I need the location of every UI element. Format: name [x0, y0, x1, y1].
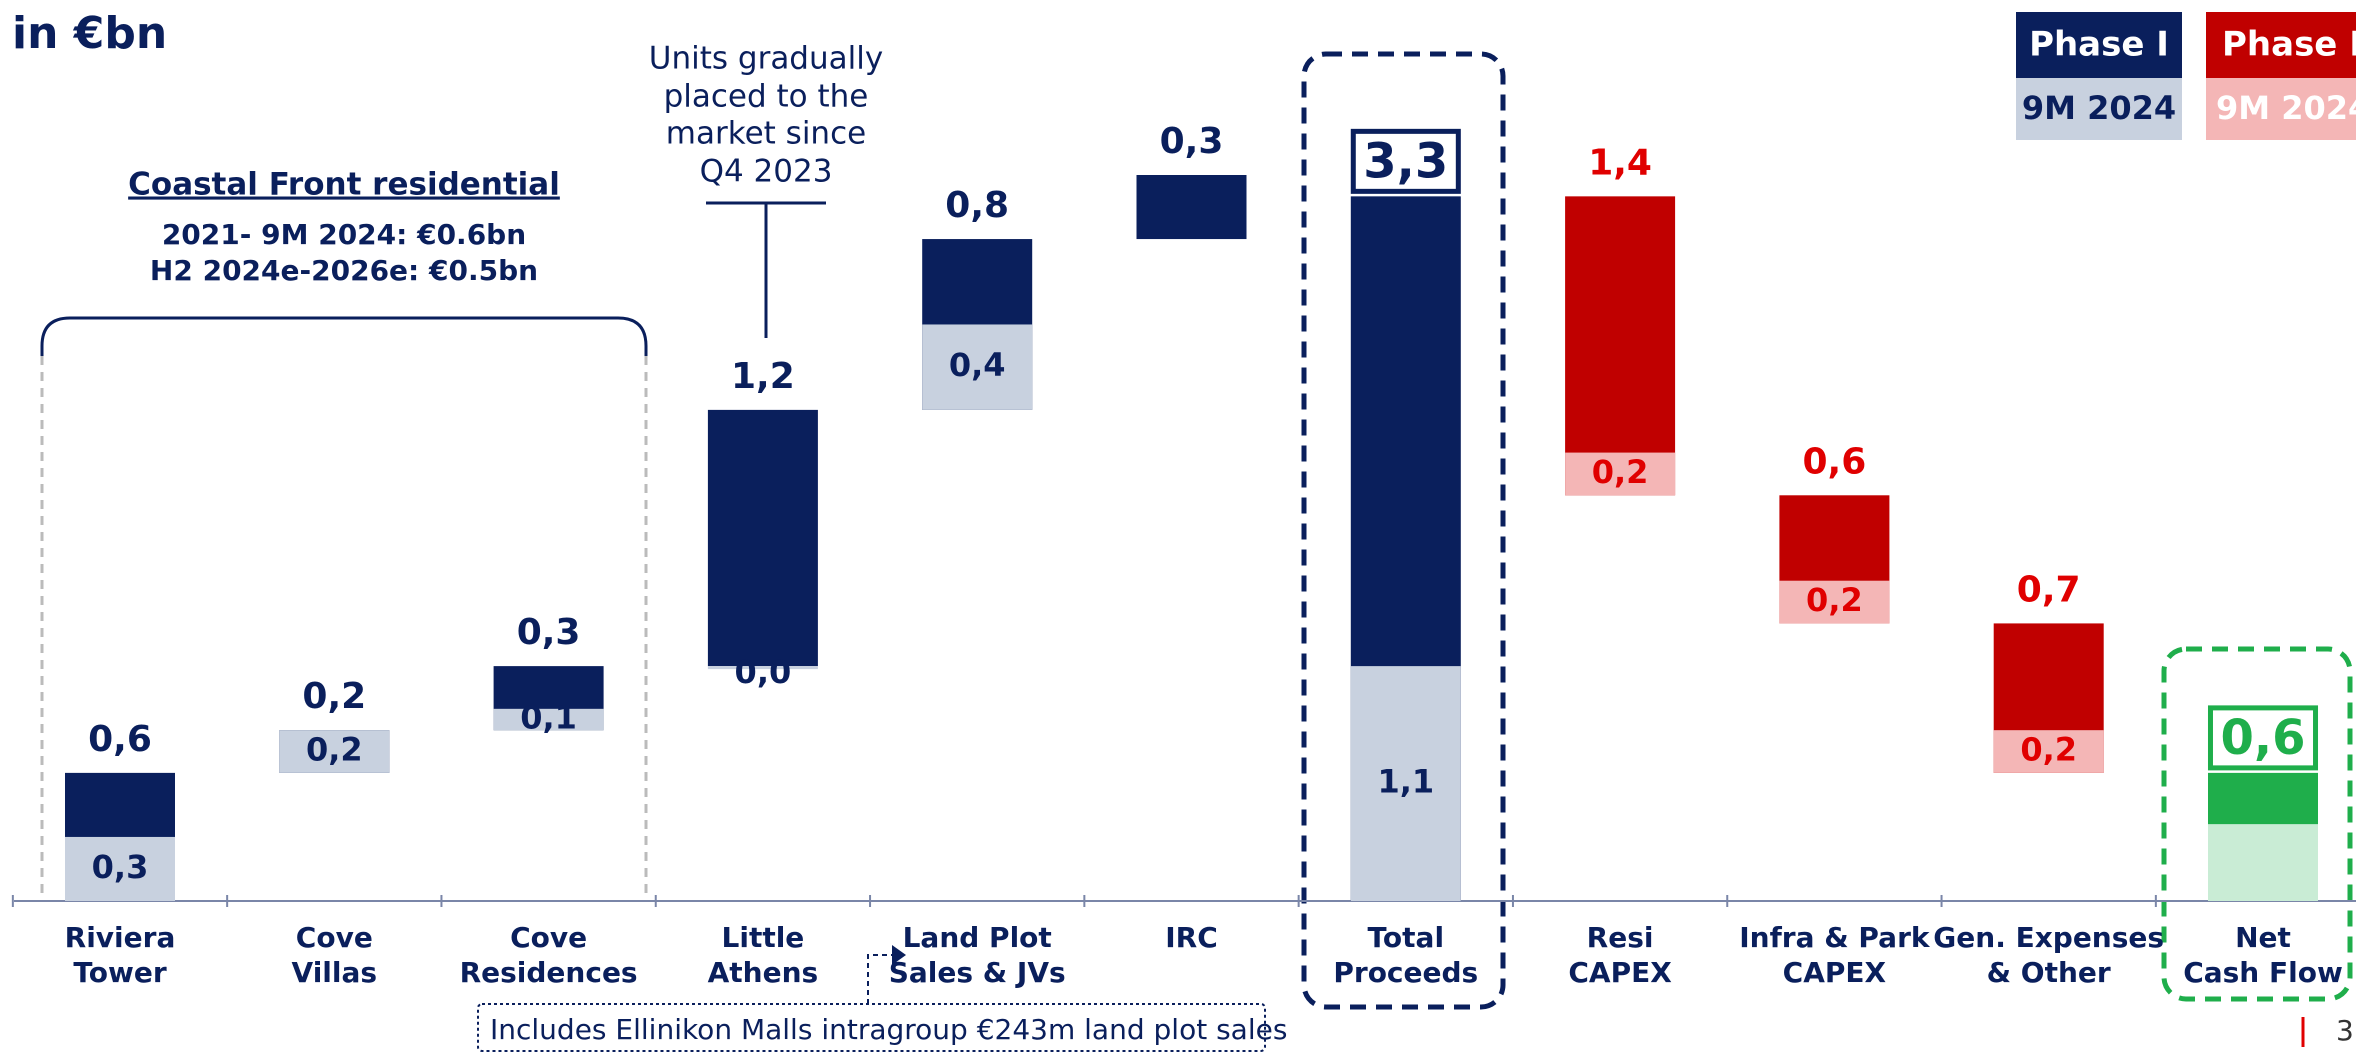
- value-label: 0,6: [2220, 710, 2305, 766]
- bracket: [40, 316, 648, 356]
- footnote: Includes Ellinikon Malls intragroup €243…: [490, 1013, 1287, 1046]
- x-tick-label: Gen. Expenses: [1933, 921, 2164, 954]
- x-tick-label: Land Plot: [903, 921, 1052, 954]
- value-label: 0,6: [1803, 441, 1867, 482]
- value-label: 0,6: [88, 719, 152, 760]
- value-label: 0,2: [1592, 453, 1649, 491]
- highlight-box: [2161, 646, 2353, 1002]
- bar-segment: [1993, 730, 2104, 773]
- x-tick-label: Sales & JVs: [889, 956, 1066, 989]
- value-label: 3,3: [1363, 133, 1448, 189]
- bar: [1136, 175, 1247, 240]
- legend-swatch: [2016, 12, 2182, 78]
- value-label: 0,4: [949, 346, 1006, 384]
- x-tick-label: Residences: [460, 956, 638, 989]
- chart-title: in €bn: [12, 8, 167, 59]
- x-tick-label: Little: [722, 921, 805, 954]
- value-label: 0,3: [517, 612, 581, 653]
- legend-label: 9M 2024: [2022, 89, 2176, 127]
- label-box: [1350, 128, 1461, 194]
- x-tick-label: Infra & Park: [1739, 921, 1931, 954]
- annotation: H2 2024e-2026e: €0.5bn: [150, 254, 538, 287]
- x-tick-label: Net: [2235, 921, 2291, 954]
- annotation-title: Coastal Front residential: [128, 167, 560, 203]
- bar-segment: [65, 836, 175, 901]
- x-tick-label: Total: [1368, 921, 1445, 954]
- footnote-arrow: [867, 954, 892, 1004]
- value-label: 0,7: [2017, 569, 2081, 610]
- bar-segment: [707, 666, 818, 670]
- x-tick-label: Cove: [510, 921, 587, 954]
- x-tick-label: Tower: [73, 956, 166, 989]
- value-label: 1,4: [1588, 142, 1652, 183]
- bar: [1565, 196, 1676, 496]
- legend-swatch: [2206, 78, 2356, 140]
- bar-segment: [2208, 824, 2318, 901]
- value-label: 0,3: [92, 848, 149, 886]
- value-label: 0,8: [945, 185, 1009, 226]
- annotation: Units gradually: [649, 41, 883, 77]
- bar-segment: [1350, 666, 1461, 901]
- x-tick-label: Cove: [296, 921, 373, 954]
- legend-swatch: [2206, 12, 2356, 78]
- value-label: 0,2: [306, 731, 363, 769]
- value-label: 1,2: [731, 356, 795, 397]
- legend-label: Phase I: [2222, 25, 2356, 65]
- bar-segment: [1565, 452, 1676, 496]
- value-label: 0,2: [302, 676, 366, 717]
- x-tick-label: CAPEX: [1568, 956, 1672, 989]
- value-label: 0,2: [1806, 581, 1863, 619]
- arrow-head: [892, 945, 906, 965]
- value-label: 0,1: [520, 699, 577, 737]
- legend-label: Phase I: [2029, 25, 2169, 65]
- bar-segment: [493, 708, 604, 731]
- value-label: 0,3: [1160, 121, 1224, 162]
- page-number: 3: [2336, 1014, 2354, 1047]
- x-tick-label: CAPEX: [1783, 956, 1887, 989]
- label-box: [2207, 705, 2319, 771]
- x-tick-label: Athens: [708, 956, 819, 989]
- bar-segment: [922, 324, 1033, 410]
- footnote-box: [477, 1003, 1266, 1052]
- value-label: 0,2: [2020, 731, 2077, 769]
- value-label: 1,1: [1377, 763, 1434, 801]
- annotation: placed to the: [664, 79, 869, 115]
- annotation: market since: [666, 116, 866, 152]
- x-tick-label: IRC: [1165, 921, 1218, 954]
- x-tick-label: Villas: [292, 956, 378, 989]
- legend-swatch: [2016, 78, 2182, 140]
- x-tick-label: Riviera: [65, 921, 176, 954]
- highlight-box: [1301, 51, 1506, 1010]
- value-label: 0,0: [735, 653, 792, 691]
- x-tick-label: Proceeds: [1333, 956, 1478, 989]
- bar-segment: [1779, 580, 1890, 624]
- x-tick-label: Resi: [1587, 921, 1654, 954]
- x-tick-label: & Other: [1987, 956, 2111, 989]
- x-tick-label: Cash Flow: [2183, 956, 2343, 989]
- bar-segment: [279, 730, 390, 773]
- legend-label: 9M 2024: [2216, 89, 2356, 127]
- annotation: Q4 2023: [700, 154, 833, 190]
- callout-line: [706, 201, 826, 338]
- annotation: 2021- 9M 2024: €0.6bn: [162, 218, 526, 251]
- bar: [707, 409, 818, 667]
